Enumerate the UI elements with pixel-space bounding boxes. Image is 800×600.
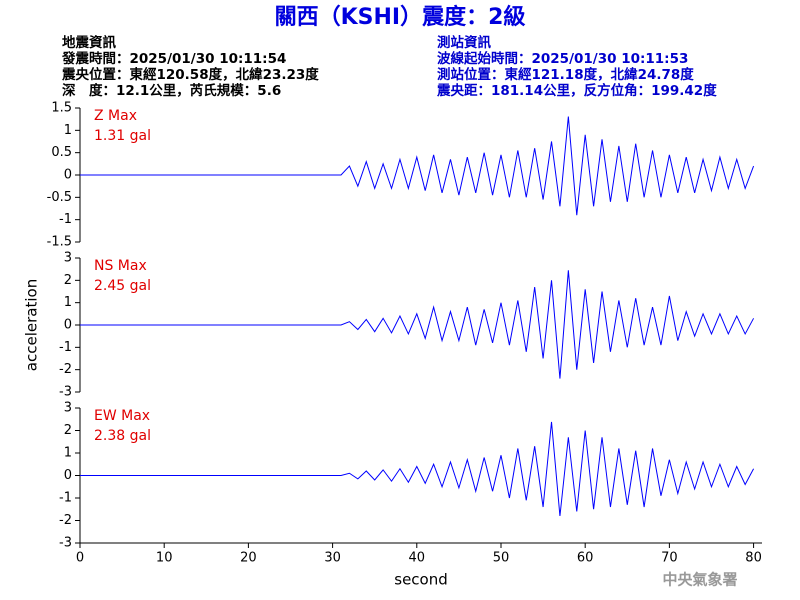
left-info: 發震時間：2025/01/30 10:11:54	[61, 50, 286, 67]
x-tick-label: 80	[745, 551, 762, 566]
y-tick-label: 1	[64, 295, 72, 310]
x-axis-label: second	[394, 571, 448, 589]
max-value: 2.38 gal	[94, 428, 151, 444]
left-info: 震央位置：東經120.58度，北緯23.23度	[61, 66, 319, 83]
y-tick-label: 2	[64, 423, 72, 438]
y-tick-label: 2	[64, 273, 72, 288]
x-tick-label: 10	[156, 551, 173, 566]
right-info: 震央距：181.14公里，反方位角：199.42度	[436, 82, 717, 99]
right-info: 波線起始時間：2025/01/30 10:11:53	[437, 50, 688, 67]
y-tick-label: 0	[64, 318, 72, 333]
waveform	[80, 421, 755, 517]
left-info: 地震資訊	[62, 34, 116, 51]
y-tick-label: 3	[64, 401, 72, 416]
y-tick-label: -1	[59, 491, 72, 506]
x-tick-label: 20	[240, 551, 257, 566]
max-component: EW Max	[94, 408, 150, 424]
y-tick-label: -1	[59, 340, 72, 355]
max-component: NS Max	[94, 258, 147, 274]
agency-watermark: 中央氣象署	[662, 571, 737, 589]
y-tick-label: 0	[64, 468, 72, 483]
waveform	[80, 116, 755, 216]
x-tick-label: 50	[493, 551, 510, 566]
y-tick-label: 0.5	[51, 145, 72, 160]
max-value: 2.45 gal	[94, 278, 151, 294]
x-tick-label: 70	[661, 551, 678, 566]
x-tick-label: 30	[324, 551, 341, 566]
max-value: 1.31 gal	[94, 128, 151, 144]
y-tick-label: -3	[59, 536, 72, 551]
right-info: 測站位置：東經121.18度，北緯24.78度	[437, 66, 694, 83]
y-tick-label: -1	[59, 212, 72, 227]
y-tick-label: 1	[64, 446, 72, 461]
y-tick-label: -1.5	[47, 235, 72, 250]
right-info: 測站資訊	[437, 34, 491, 51]
y-tick-label: -2	[59, 362, 72, 377]
y-tick-label: -0.5	[47, 190, 72, 205]
y-tick-label: -3	[59, 385, 72, 400]
y-tick-label: 3	[64, 251, 72, 266]
x-tick-label: 0	[76, 551, 84, 566]
x-tick-label: 60	[577, 551, 594, 566]
left-info: 深 度：12.1公里，芮氏規模：5.6	[62, 82, 281, 99]
title: 關西（KSHI）震度：2級	[275, 4, 526, 30]
y-tick-label: 1.5	[51, 101, 72, 116]
waveform	[80, 270, 755, 379]
y-tick-label: -2	[59, 513, 72, 528]
max-component: Z Max	[94, 108, 137, 124]
x-tick-label: 40	[409, 551, 426, 566]
y-tick-label: 1	[64, 123, 72, 138]
y-axis-label: acceleration	[23, 279, 41, 371]
y-tick-label: 0	[64, 168, 72, 183]
